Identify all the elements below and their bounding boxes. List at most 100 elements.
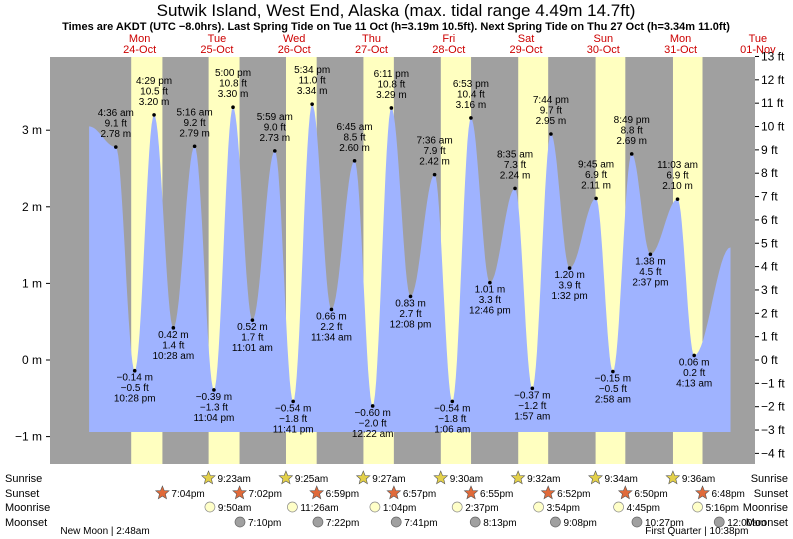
sunrise-icon [278,470,294,485]
y-tick-label-m: 0 m [22,353,42,367]
extreme-label: −1.8 ft [438,414,466,425]
extreme-label: 7.3 ft [504,160,526,171]
y-tick-label-ft: −4 ft [761,446,785,460]
extreme-label: 7:44 pm [533,95,569,106]
extreme-label: 1:06 am [434,424,470,435]
moonset-time: 9:08pm [563,518,596,529]
extreme-point [469,116,473,120]
extreme-label: 10.4 ft [457,89,485,100]
sunset-time: 7:04pm [171,489,204,500]
y-tick-label-ft: 7 ft [761,190,778,204]
moonrise-time: 11:26am [300,503,338,514]
day-name: Sun [594,33,614,45]
extreme-label: 6.9 ft [666,171,688,182]
extreme-label: 1.4 ft [162,340,184,351]
extreme-point [273,149,277,153]
extreme-label: 11:04 pm [193,413,234,424]
sunrise-time: 9:27am [372,474,405,485]
extreme-point [611,369,615,374]
extreme-label: 2:37 pm [632,277,668,288]
tide-curve [89,104,731,432]
extreme-label: 2.7 ft [399,309,421,320]
extreme-point [329,307,334,312]
row-label-left: Moonrise [5,502,50,514]
extreme-point [530,386,535,391]
extreme-label: −2.0 ft [359,418,387,429]
extreme-label: 0.06 m [679,357,710,368]
extreme-label: 1:57 am [514,411,550,422]
extreme-label: 8.8 ft [621,125,643,136]
extreme-label: −0.5 ft [121,383,149,394]
y-tick-label-ft: 10 ft [761,120,785,134]
extreme-label: 2.69 m [616,136,647,147]
sunset-icon [695,485,710,500]
sunrise-icon [201,470,216,485]
extreme-label: −1.2 ft [518,401,546,412]
extreme-label: 9:45 am [578,159,614,170]
extreme-label: −0.14 m [117,373,153,384]
moonrise-icon [451,501,463,513]
extreme-point [152,113,156,117]
extreme-label: 6:45 am [337,122,373,133]
sunset-time: 6:55pm [480,489,513,500]
moonrise-time: 2:37pm [465,503,498,514]
extreme-label: 5:34 pm [294,65,330,76]
extreme-point [432,172,437,177]
moonrise-icon [613,501,624,513]
sun-moon-table: Sunrise Sunrise Sunset Sunset Moonrise Moonri… [5,470,788,537]
moonrise-time: 4:45pm [627,503,660,514]
moonset-icon [234,516,246,528]
extreme-point [513,186,517,191]
extreme-label: 11.0 ft [299,76,326,87]
extreme-point [171,326,176,330]
row-label-left: Sunset [5,488,39,500]
y-tick-label-ft: −2 ft [761,400,785,414]
sunrise-icon [665,470,681,485]
extreme-label: 9.7 ft [540,106,562,117]
extreme-label: 0.42 m [158,330,189,341]
row-label-right: Moonrise [743,502,788,514]
moon-phase-label: New Moon | 2:48am [60,526,149,537]
extreme-label: 2.60 m [339,143,370,154]
extreme-point [231,105,235,110]
extreme-label: 0.52 m [237,322,268,333]
moonrise-icon [204,501,216,513]
sunset-time: 6:59pm [326,489,359,500]
extreme-label: 7.9 ft [423,146,445,157]
extreme-label: 2.42 m [419,157,450,168]
sunset-icon [617,485,633,500]
row-label-left: Moonset [5,517,47,529]
extreme-label: 1.7 ft [241,333,263,344]
extreme-label: 3.20 m [139,97,170,108]
extreme-label: 4:29 pm [136,76,172,87]
sunrise-time: 9:34am [604,474,637,485]
extreme-point [488,280,492,285]
extreme-label: 0.66 m [316,311,347,322]
moonset-icon [550,516,561,528]
extreme-label: 10.8 ft [377,79,405,90]
moonset-time: 12:00am [727,518,766,529]
extreme-point [370,404,375,408]
sunset-icon [463,485,479,500]
moonset-icon [312,516,324,528]
extreme-point [549,132,553,136]
extreme-label: 10:28 am [153,351,195,362]
extreme-label: 12:08 pm [390,319,432,330]
day-name: Tue [208,33,227,45]
sunrise-icon [510,470,526,485]
day-date: 30-Oct [587,44,620,56]
y-tick-label-ft: 5 ft [761,236,778,250]
day-date: 26-Oct [278,44,311,56]
sunset-time: 6:50pm [634,489,667,500]
extreme-point [250,318,255,322]
chart-title: Sutwik Island, West End, Alaska (max. ti… [157,1,636,20]
y-tick-label-ft: 4 ft [761,260,778,274]
extreme-point [132,368,137,373]
y-tick-label-m: 3 m [22,123,42,137]
y-tick-label-ft: 12 ft [761,73,785,87]
sunset-time: 7:02pm [249,489,282,500]
extreme-label: 10.8 ft [219,79,247,90]
sunrise-icon [355,470,371,485]
extreme-label: −0.54 m [275,403,311,414]
sunset-icon [309,485,325,500]
